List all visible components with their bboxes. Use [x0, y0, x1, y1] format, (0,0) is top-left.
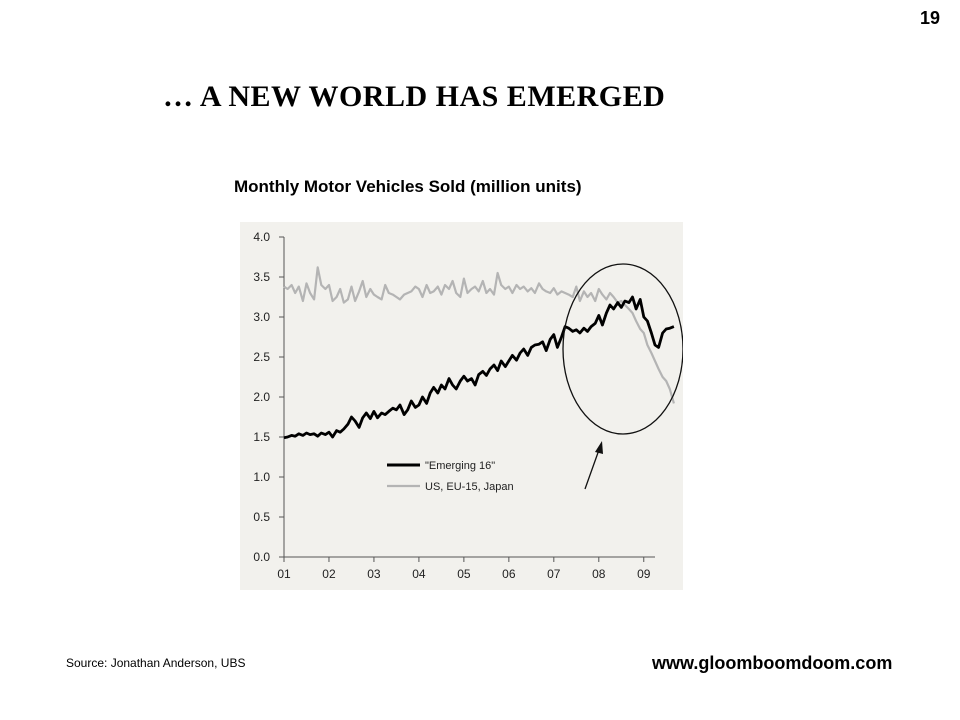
website-link[interactable]: www.gloomboomdoom.com	[652, 653, 893, 673]
y-tick-label: 0.0	[253, 550, 270, 564]
y-tick-label: 2.5	[253, 350, 270, 364]
y-tick-label: 3.0	[253, 310, 270, 324]
highlight-circle	[562, 263, 683, 435]
slide-title: … A NEW WORLD HAS EMERGED	[163, 80, 666, 113]
y-tick-label: 1.5	[253, 430, 270, 444]
x-tick-label: 07	[547, 567, 561, 581]
y-tick-label: 3.5	[253, 270, 270, 284]
x-tick-label: 04	[412, 567, 426, 581]
x-tick-label: 05	[457, 567, 471, 581]
x-tick-label: 09	[637, 567, 651, 581]
line-chart: 0.0 0.5 1.0 1.5 2.0 2.5 3.0 3.5 4.0 01 02 03 04 05 06 0…	[253, 230, 683, 581]
y-tick-label: 4.0	[253, 230, 270, 244]
annotation-arrowhead	[595, 441, 603, 454]
annotation-arrow	[584, 446, 601, 490]
legend-label: US, EU-15, Japan	[425, 481, 514, 493]
series-line-developed	[283, 266, 675, 404]
annotations	[562, 263, 683, 490]
x-tick-label: 02	[322, 567, 336, 581]
y-tick-label: 0.5	[253, 510, 270, 524]
source-note: Source: Jonathan Anderson, UBS	[66, 656, 246, 670]
chart-panel: 0.0 0.5 1.0 1.5 2.0 2.5 3.0 3.5 4.0 01 02 03 04 05 06 0…	[240, 222, 683, 590]
chart-title: Monthly Motor Vehicles Sold (million uni…	[234, 177, 582, 196]
x-tick-label: 01	[277, 567, 291, 581]
series-line-emerging	[283, 295, 675, 440]
x-tick-label: 06	[502, 567, 516, 581]
y-tick-label: 2.0	[253, 390, 270, 404]
y-tick-label: 1.0	[253, 470, 270, 484]
legend-label: "Emerging 16"	[425, 460, 495, 472]
legend: "Emerging 16" US, EU-15, Japan	[387, 460, 514, 493]
axes: 0.0 0.5 1.0 1.5 2.0 2.5 3.0 3.5 4.0 01 02 03 04 05 06 0…	[253, 230, 655, 581]
x-tick-label: 03	[367, 567, 381, 581]
page-number: 19	[920, 8, 941, 28]
x-tick-label: 08	[592, 567, 606, 581]
series-layer	[283, 266, 675, 440]
